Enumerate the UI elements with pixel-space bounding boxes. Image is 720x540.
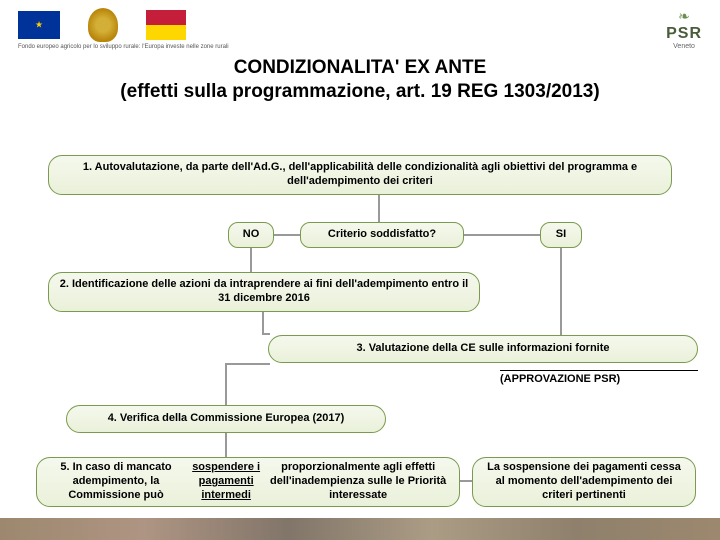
connector-10 [460, 480, 472, 482]
connector-4 [560, 248, 562, 335]
connector-6 [262, 333, 270, 335]
psr-sub: Veneto [666, 43, 702, 50]
veneto-flag-icon [146, 10, 186, 40]
box-no: NO [228, 222, 274, 248]
title-line-1: CONDIZIONALITA' EX ANTE [0, 56, 720, 80]
connector-9 [225, 433, 227, 457]
title-line-2: (effetti sulla programmazione, art. 19 R… [0, 80, 720, 104]
label-approvazione: (APPROVAZIONE PSR) [500, 370, 698, 385]
eu-caption: Fondo europeo agricolo per lo sviluppo r… [0, 44, 720, 50]
box-criterio: Criterio soddisfatto? [300, 222, 464, 248]
flowchart [0, 104, 720, 112]
box-verifica-2017: 4. Verifica della Commissione Europea (2… [66, 405, 386, 433]
footer-decoration [0, 518, 720, 540]
connector-7 [225, 363, 227, 405]
veneto-logo [146, 10, 186, 40]
box-cessazione: La sospensione dei pagamenti cessa al mo… [472, 457, 696, 507]
box-sospensione: 5. In caso di mancato adempimento, la Co… [36, 457, 460, 507]
connector-2 [464, 234, 540, 236]
box-azioni: 2. Identificazione delle azioni da intra… [48, 272, 480, 312]
connector-3 [250, 248, 252, 272]
box-valutazione-ce: 3. Valutazione della CE sulle informazio… [268, 335, 698, 363]
eu-logo [18, 11, 60, 39]
connector-5 [262, 312, 264, 335]
header-logos [0, 0, 720, 46]
page-title: CONDIZIONALITA' EX ANTE (effetti sulla p… [0, 56, 720, 104]
emblem-icon [88, 8, 118, 42]
connector-1 [274, 234, 300, 236]
italy-emblem [88, 8, 118, 42]
eu-flag-icon [18, 11, 60, 39]
leaf-icon: ❧ [666, 8, 702, 25]
box-si: SI [540, 222, 582, 248]
psr-logo: ❧ PSR Veneto [666, 8, 702, 50]
box-autovalutazione: 1. Autovalutazione, da parte dell'Ad.G.,… [48, 155, 672, 195]
connector-0 [378, 195, 380, 222]
psr-brand: PSR [666, 25, 702, 43]
connector-8 [225, 363, 270, 365]
